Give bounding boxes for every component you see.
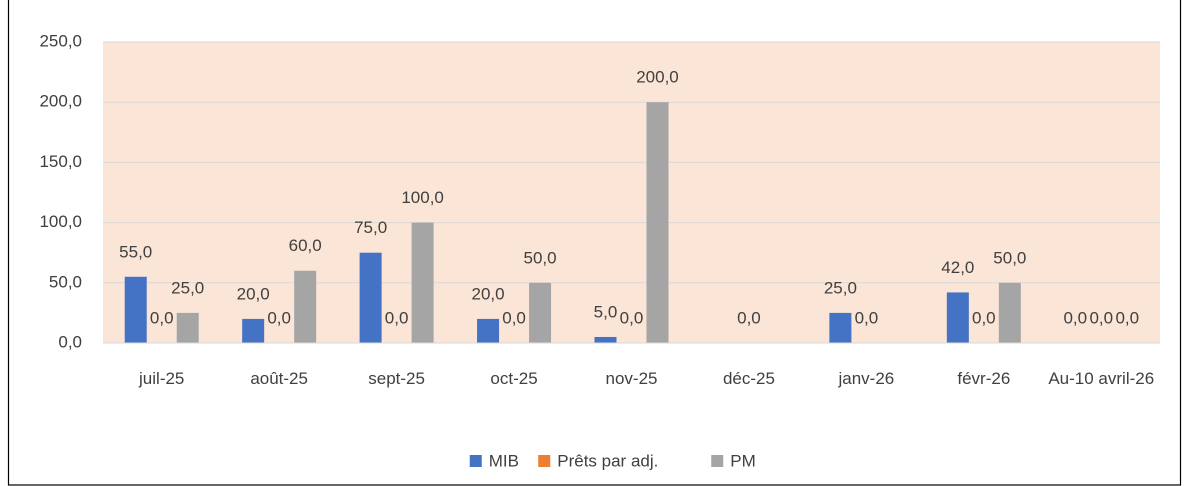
data-label: 75,0 [354,218,387,237]
data-label: 55,0 [119,242,152,261]
bar [946,292,969,343]
data-label: 0,0 [385,308,409,327]
x-tick-label: sept-25 [368,369,425,388]
x-tick-label: janv-26 [838,369,895,388]
bar [124,276,147,343]
bar [411,222,434,343]
data-label: 20,0 [472,284,505,303]
legend-label: MIB [489,451,519,470]
legend-swatch [538,455,551,467]
x-tick-label: nov-25 [605,369,658,388]
data-label: 20,0 [237,284,270,303]
data-label: 0,0 [1063,308,1087,327]
data-label: 0,0 [737,308,761,327]
data-label: 200,0 [636,68,679,87]
legend-swatch [711,455,724,467]
legend-label: PM [730,451,756,470]
data-label: 0,0 [502,308,526,327]
bar [998,282,1021,343]
legend-swatch [469,455,482,467]
bar [829,312,852,343]
x-tick-label: Au-10 avril-26 [1048,369,1155,388]
bar [176,312,199,343]
frame [7,0,1182,486]
y-tick-label: 0,0 [58,332,82,351]
x-tick-label: déc-25 [722,369,775,388]
data-label: 0,0 [150,308,174,327]
y-tick-label: 150,0 [39,152,82,171]
x-tick-label: août-25 [250,369,308,388]
y-tick-label: 50,0 [49,272,82,291]
data-label: 0,0 [855,308,879,327]
data-label: 25,0 [171,278,204,297]
data-label: 0,0 [1115,308,1139,327]
data-label: 0,0 [1089,308,1113,327]
plot-area [103,42,1160,343]
legend-label: Prêts par adj. [557,451,658,470]
x-tick-label: févr-26 [957,369,1011,388]
data-label: 0,0 [620,308,644,327]
data-label: 0,0 [267,308,291,327]
bar [529,282,552,343]
data-label: 50,0 [524,248,557,267]
data-label: 25,0 [824,278,857,297]
bar [477,318,500,343]
bar [294,270,317,343]
data-label: 50,0 [993,248,1026,267]
x-tick-label: oct-25 [490,369,538,388]
x-tick-label: juil-25 [139,369,185,388]
data-label: 60,0 [289,236,322,255]
bar [594,336,617,343]
data-label: 100,0 [401,188,444,207]
bar [646,102,669,343]
y-tick-label: 250,0 [39,31,82,50]
y-tick-label: 200,0 [39,92,82,111]
data-label: 42,0 [941,258,974,277]
bar [242,318,265,343]
data-label: 0,0 [972,308,996,327]
data-label: 5,0 [594,302,618,321]
y-tick-label: 100,0 [39,212,82,231]
bar [359,252,382,343]
